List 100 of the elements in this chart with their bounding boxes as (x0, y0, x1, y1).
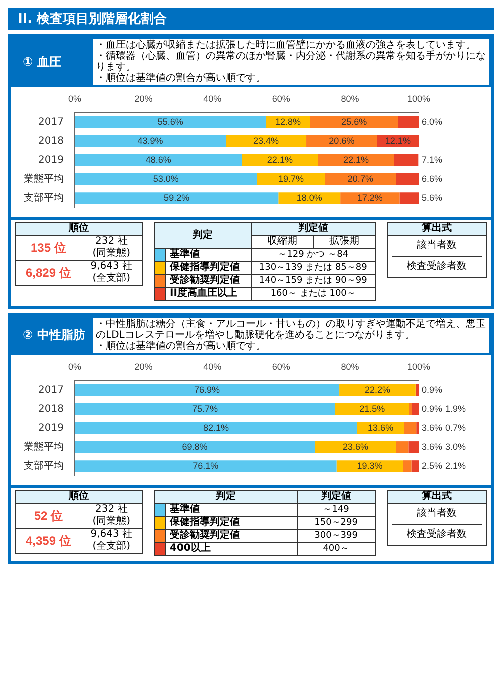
data-label: 0.9% (422, 384, 443, 395)
legend-label: 保健指導判定値 (168, 517, 241, 529)
x-tick-label: 0% (68, 362, 82, 372)
x-tick-label: 40% (204, 94, 222, 104)
data-label: 0.7% (446, 422, 466, 433)
data-label: 3.6% (422, 422, 443, 433)
text: 400～ (323, 544, 350, 554)
y-tick-label: 2017 (38, 384, 64, 396)
text: (同業態) (92, 248, 132, 260)
x-tick-label: 60% (272, 94, 290, 104)
text: 判定値 (321, 491, 352, 502)
text: (同業態) (92, 516, 132, 528)
text: 150～299 (314, 518, 358, 528)
data-label: 2.1% (446, 460, 466, 471)
data-label: 19.3% (357, 460, 383, 471)
legend-label: 保健指導判定値 (168, 262, 241, 274)
data-label: 59.2% (164, 192, 190, 203)
y-tick-label: 支部平均 (24, 192, 64, 204)
text: 該当者数 (392, 240, 482, 257)
text: 検査受診者数 (406, 260, 468, 273)
text: (全支部) (92, 541, 132, 553)
data-label: 22.1% (267, 154, 293, 165)
y-tick-label: 2019 (38, 154, 64, 166)
x-tick-label: 80% (341, 94, 360, 104)
data-label: 18.0% (296, 192, 322, 203)
text: ～129 かつ ～84 (278, 250, 349, 260)
text: 順位 (16, 222, 142, 236)
data-label: 1.9% (446, 404, 466, 414)
data-label: 19.7% (278, 174, 304, 184)
x-tick-label: 100% (407, 362, 431, 372)
x-tick-label: 20% (134, 362, 153, 372)
data-label: 22.1% (343, 154, 369, 165)
data-label: 69.8% (182, 442, 208, 452)
legend-title: 判定 (154, 222, 252, 248)
text: 160～ または 100～ (270, 289, 356, 299)
y-tick-label: 2017 (38, 116, 64, 128)
chart-title: ① 血圧 (22, 54, 62, 70)
data-label: 25.6% (342, 116, 368, 127)
data-label: 17.2% (357, 192, 383, 203)
text: 判定値 (298, 223, 328, 234)
x-tick-label: 100% (407, 94, 431, 104)
y-tick-label: 業態平均 (24, 441, 64, 454)
legend-label: 受診勧奨判定値 (169, 530, 241, 542)
text: ・中性脂肪は糖分（主食・アルコール・甘いもの）の取りすぎや運動不足で増え、悪玉のLDLコレステロールを増やし動脈硬化を進めることにつながります。 (96, 319, 486, 341)
data-label: 23.4% (254, 136, 280, 146)
x-tick-label: 0% (68, 94, 82, 104)
y-tick-label: 2018 (38, 404, 64, 415)
data-label: 22.2% (364, 384, 390, 395)
x-tick-label: 20% (134, 94, 153, 104)
y-tick-label: 業態平均 (24, 173, 64, 186)
data-label: 6.6% (422, 174, 443, 184)
text: 6,829 位 (16, 260, 82, 286)
data-label: 21.5% (360, 404, 386, 414)
data-label: 12.8% (276, 116, 302, 127)
x-tick-label: 40% (204, 362, 222, 372)
legend-title: 判定 (154, 490, 298, 504)
text: ・循環器（心臓、血管）の異常のほか腎臓・内分泌・代謝系の異常を知る手がかりになります。 (96, 51, 486, 73)
data-label: 0.9% (422, 404, 443, 414)
legend-label: 基準値 (169, 249, 201, 261)
data-label: 3.6% (422, 442, 443, 452)
y-tick-label: 2018 (38, 136, 64, 147)
text: ～149 (323, 505, 350, 515)
text: 拡張期 (329, 236, 360, 247)
text: ・血圧は心臓が収縮または拡張した時に血管壁にかかる血液の強さを表しています。 (96, 40, 477, 51)
data-label: 48.6% (146, 154, 172, 165)
legend-label: 400以上 (169, 543, 212, 555)
text: 9,643 社 (90, 261, 134, 272)
text: 130～139 または 85～89 (259, 263, 368, 273)
data-label: 13.6% (368, 422, 394, 433)
legend-label: 基準値 (169, 504, 201, 516)
text: 順位 (16, 490, 142, 504)
text: 232 社 (94, 236, 129, 248)
x-tick-label: 60% (272, 362, 290, 372)
data-label: 23.6% (342, 442, 368, 452)
data-label: 55.6% (158, 116, 184, 127)
data-label: 7.1% (422, 154, 443, 165)
data-label: 12.1% (385, 136, 411, 146)
data-label: 2.5% (422, 460, 443, 471)
text: 4,359 位 (16, 528, 82, 554)
text: 140～159 または 90～99 (259, 276, 368, 286)
text: 算出式 (388, 222, 486, 236)
text: 52 位 (16, 504, 82, 528)
text: 該当者数 (392, 508, 482, 525)
data-label: 20.6% (329, 136, 355, 146)
data-label: 53.0% (153, 174, 179, 184)
data-label: 76.1% (193, 460, 219, 471)
x-tick-label: 80% (341, 362, 360, 372)
text: 232 社 (94, 504, 129, 516)
data-label: 3.0% (446, 442, 466, 452)
text: ・順位は基準値の割合が高い順です。 (96, 341, 267, 352)
data-label: 6.0% (422, 116, 443, 127)
text: 算出式 (388, 490, 486, 504)
data-label: 43.9% (138, 136, 164, 146)
text: 収縮期 (267, 236, 298, 247)
text: 300～399 (314, 531, 358, 541)
text: ・順位は基準値の割合が高い順です。 (96, 73, 267, 84)
y-tick-label: 支部平均 (24, 460, 64, 472)
data-label: 75.7% (192, 404, 218, 414)
text: 135 位 (16, 236, 82, 260)
text: 検査受診者数 (406, 528, 468, 541)
